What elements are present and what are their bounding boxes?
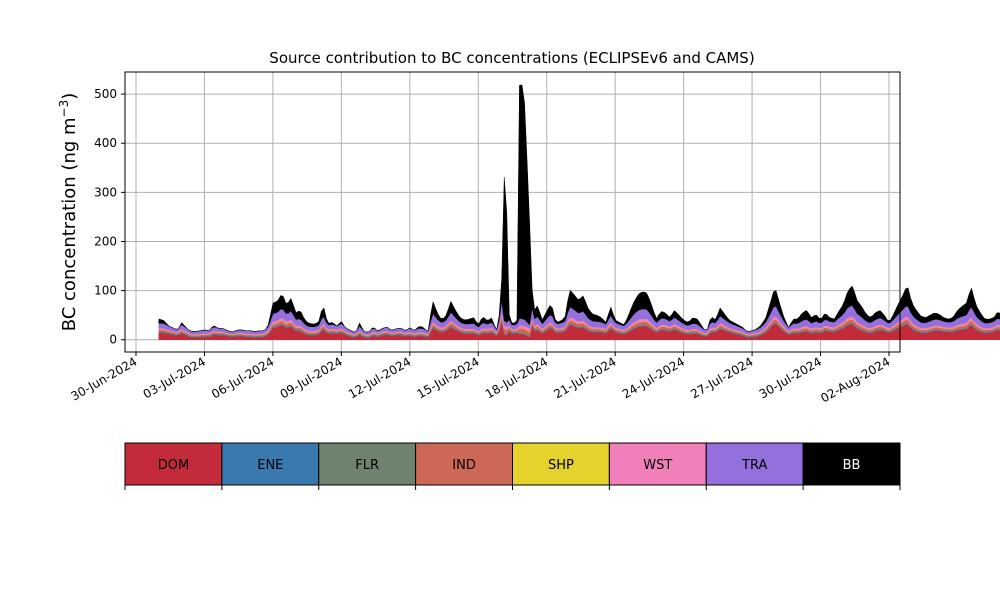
grid <box>125 72 900 352</box>
legend-swatch-dom <box>124 442 223 486</box>
x-tick-label: 18-Jul-2024 <box>483 354 550 401</box>
legend-swatch-tra <box>705 442 804 486</box>
legend-swatch-flr <box>318 442 417 486</box>
x-tick-label: 02-Aug-2024 <box>818 354 892 405</box>
legend-label-flr: FLR <box>355 458 379 473</box>
legend-label-ind: IND <box>452 458 476 473</box>
legend-label-bb: BB <box>843 458 861 473</box>
legend-label-shp: SHP <box>548 458 574 473</box>
legend-swatch-bb <box>802 442 901 486</box>
legend-label-tra: TRA <box>741 458 767 473</box>
legend-swatch-shp <box>512 442 610 486</box>
legend: DOM ENE FLR IND SHP WST TRA BB <box>124 442 901 490</box>
x-tick-label: 30-Jul-2024 <box>757 354 824 401</box>
y-axis-label-main: BC concentration (ng m <box>59 117 80 331</box>
y-axis-label-sup: −3 <box>57 100 71 118</box>
y-axis-label-close: ) <box>59 93 80 100</box>
x-tick-label: 06-Jul-2024 <box>209 354 276 401</box>
svg-text:BC concentration (ng m−3): BC concentration (ng m−3) <box>57 93 80 332</box>
chart-title: Source contribution to BC concentrations… <box>269 49 754 67</box>
plot-frame <box>124 71 901 353</box>
y-tick-label: 300 <box>94 185 117 199</box>
x-tick-label: 15-Jul-2024 <box>414 354 481 401</box>
y-tick-label: 500 <box>94 87 117 101</box>
x-tick-label: 30-Jun-2024 <box>69 354 140 403</box>
x-tick-label: 03-Jul-2024 <box>141 354 208 401</box>
x-tick-label: 24-Jul-2024 <box>620 354 687 401</box>
y-tick-label: 0 <box>109 333 117 347</box>
y-tick-label: 400 <box>94 136 117 150</box>
x-tick-label: 09-Jul-2024 <box>278 354 345 401</box>
y-ticks: 0 100 200 300 400 500 <box>94 87 125 347</box>
y-tick-label: 200 <box>94 234 117 248</box>
area-series-bb <box>158 84 1000 333</box>
legend-swatch-ind <box>415 442 513 486</box>
y-tick-label: 100 <box>94 284 117 298</box>
y-axis-label: BC concentration (ng m−3) <box>57 93 80 332</box>
legend-label-dom: DOM <box>158 458 189 473</box>
legend-label-ene: ENE <box>257 458 283 473</box>
stacked-areas <box>158 84 1000 340</box>
legend-swatch-wst <box>608 442 707 486</box>
x-tick-label: 12-Jul-2024 <box>346 354 413 401</box>
x-tick-label: 27-Jul-2024 <box>688 354 755 401</box>
x-tick-label: 21-Jul-2024 <box>551 354 618 401</box>
x-ticks: 30-Jun-2024 03-Jul-2024 06-Jul-2024 09-Jul-… <box>69 352 893 405</box>
legend-label-wst: WST <box>643 458 672 473</box>
